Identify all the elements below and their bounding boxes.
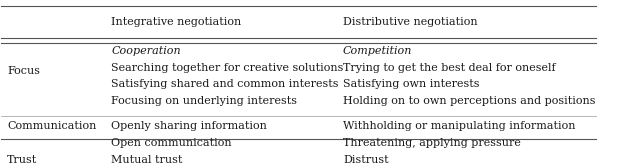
Text: Distrust: Distrust — [343, 155, 389, 165]
Text: Open communication: Open communication — [111, 138, 232, 148]
Text: Communication: Communication — [7, 121, 96, 131]
Text: Withholding or manipulating information: Withholding or manipulating information — [343, 121, 576, 131]
Text: Distributive negotiation: Distributive negotiation — [343, 17, 478, 27]
Text: Cooperation: Cooperation — [111, 46, 181, 56]
Text: Trying to get the best deal for oneself: Trying to get the best deal for oneself — [343, 63, 556, 73]
Text: Trust: Trust — [7, 155, 38, 165]
Text: Focusing on underlying interests: Focusing on underlying interests — [111, 96, 297, 106]
Text: Searching together for creative solutions: Searching together for creative solution… — [111, 63, 344, 73]
Text: Satisfying own interests: Satisfying own interests — [343, 80, 479, 89]
Text: Openly sharing information: Openly sharing information — [111, 121, 267, 131]
Text: Threatening, applying pressure: Threatening, applying pressure — [343, 138, 521, 148]
Text: Holding on to own perceptions and positions: Holding on to own perceptions and positi… — [343, 96, 596, 106]
Text: Satisfying shared and common interests: Satisfying shared and common interests — [111, 80, 339, 89]
Text: Focus: Focus — [7, 66, 40, 76]
Text: Mutual trust: Mutual trust — [111, 155, 183, 165]
Text: Competition: Competition — [343, 46, 412, 56]
Text: Integrative negotiation: Integrative negotiation — [111, 17, 242, 27]
